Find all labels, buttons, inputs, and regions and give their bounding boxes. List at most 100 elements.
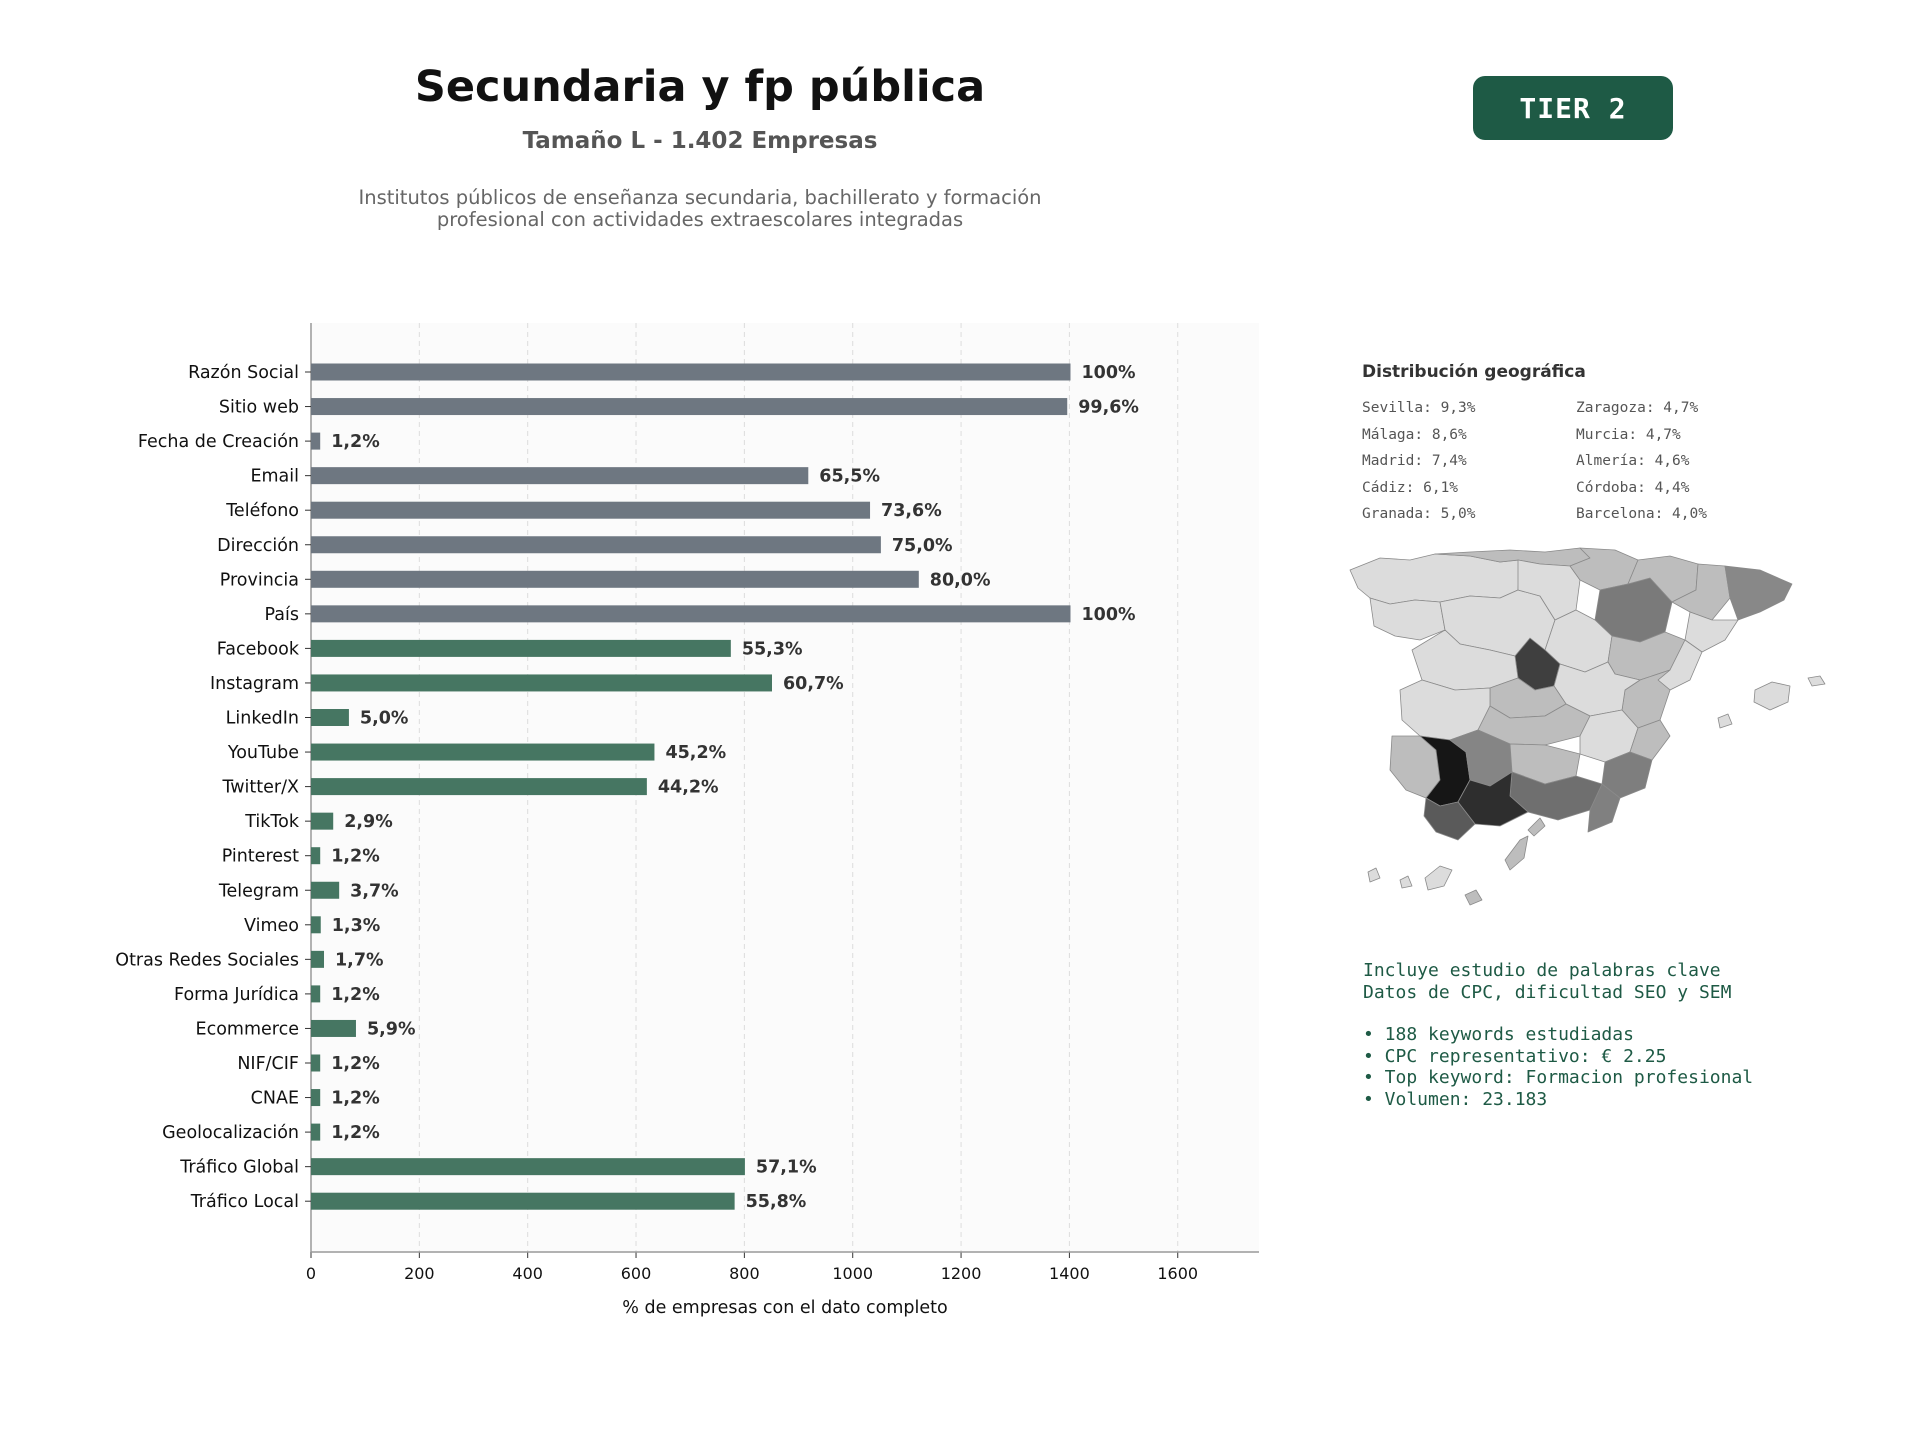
keywords-bullet: • 188 keywords estudiadas [1363, 1024, 1634, 1045]
bar [311, 1158, 745, 1176]
bar [311, 639, 731, 657]
map-region-baleares-ibiza [1717, 713, 1733, 729]
bar-value-label: 1,2% [331, 1054, 380, 1074]
bar-value-label: 1,2% [331, 1123, 380, 1143]
bar-value-label: 5,0% [360, 709, 409, 729]
map-region-northwest [1349, 553, 1521, 605]
bar [311, 1192, 735, 1210]
bar-value-label: 3,7% [350, 881, 399, 901]
map-region-galicia-inner [1369, 597, 1446, 641]
bar [311, 363, 1071, 381]
bar [311, 950, 325, 968]
bar [311, 1019, 356, 1037]
bar-value-label: 65,5% [819, 467, 880, 487]
category-label: Geolocalización [162, 1123, 299, 1143]
bar [311, 432, 321, 450]
bar-value-label: 5,9% [367, 1019, 416, 1039]
page-title: Secundaria y fp pública [414, 62, 986, 112]
bar [311, 501, 871, 519]
category-label: Telegram [218, 881, 299, 901]
geo-item: Cádiz: 6,1% [1362, 479, 1459, 496]
completeness-bar-chart: 0 200 400 600 800 1000 1200 1400 1600 Razón Socia… [115, 323, 1259, 1318]
bar [311, 1123, 321, 1141]
description-line: profesional con actividades extraescolar… [436, 208, 964, 231]
bar-value-label: 1,2% [331, 1089, 380, 1109]
category-label: Teléfono [225, 501, 299, 521]
bar [311, 812, 334, 830]
description-line: Institutos públicos de enseñanza secunda… [358, 186, 1042, 209]
geo-item: Málaga: 8,6% [1362, 426, 1467, 443]
x-tick-label: 1400 [1049, 1264, 1090, 1283]
map-region-baleares-menorca [1807, 675, 1826, 687]
bar-value-label: 45,2% [665, 743, 726, 763]
bar [311, 536, 881, 554]
geo-item: Barcelona: 4,0% [1576, 506, 1707, 522]
bar-value-label: 1,2% [331, 432, 380, 452]
keywords-bullet: • CPC representativo: € 2.25 [1363, 1045, 1667, 1067]
map-region-canarias-3 [1424, 865, 1453, 891]
bar [311, 916, 321, 934]
category-label: Forma Jurídica [174, 985, 299, 1005]
geo-distribution-title: Distribución geográfica [1362, 362, 1586, 382]
map-region-canarias-4 [1464, 889, 1483, 906]
bar [311, 1089, 321, 1107]
map-region-alicante [1629, 719, 1671, 761]
geo-item: Granada: 5,0% [1362, 506, 1476, 522]
bar-value-label: 2,9% [344, 812, 393, 832]
geo-item: Córdoba: 4,4% [1576, 479, 1690, 496]
geo-item: Zaragoza: 4,7% [1576, 400, 1699, 416]
x-tick-label: 600 [621, 1264, 652, 1283]
category-label: TikTok [244, 812, 300, 832]
bar-value-label: 100% [1081, 363, 1135, 383]
map-region-canarias-6 [1527, 817, 1546, 837]
category-label: Vimeo [244, 916, 299, 936]
x-tick-label: 800 [729, 1264, 760, 1283]
category-label: Provincia [220, 570, 299, 590]
map-region-canarias-2 [1399, 875, 1413, 889]
bar-value-label: 73,6% [881, 501, 942, 521]
bar [311, 743, 655, 761]
bar [311, 847, 321, 865]
bar-value-label: 99,6% [1078, 398, 1139, 418]
category-label: Instagram [210, 674, 299, 694]
keywords-intro-line: Incluye estudio de palabras clave [1363, 960, 1721, 981]
category-label: Tráfico Global [179, 1158, 299, 1178]
bar-value-label: 1,7% [335, 950, 384, 970]
category-label: País [265, 605, 299, 625]
bar-value-label: 55,8% [746, 1192, 807, 1212]
x-axis-title: % de empresas con el dato completo [622, 1298, 947, 1318]
map-region-canarias-5 [1504, 835, 1529, 871]
x-tick-label: 1000 [832, 1264, 873, 1283]
bar-value-label: 75,0% [892, 536, 953, 556]
bar [311, 881, 340, 899]
bar-value-label: 1,2% [331, 985, 380, 1005]
bar [311, 467, 809, 485]
geo-item: Murcia: 4,7% [1576, 426, 1681, 443]
category-label: NIF/CIF [237, 1054, 299, 1074]
bar-value-label: 1,2% [331, 847, 380, 867]
keywords-bullet: • Top keyword: Formacion profesional [1363, 1067, 1754, 1088]
bar [311, 778, 647, 796]
bar-value-label: 80,0% [930, 570, 991, 590]
category-label: Dirección [217, 536, 299, 556]
segment-description: Institutos públicos de enseñanza secunda… [290, 187, 1110, 231]
bar [311, 398, 1068, 416]
keyword-study-box: Incluye estudio de palabras clave Datos … [1363, 960, 1753, 1110]
x-tick-label: 400 [512, 1264, 543, 1283]
bar-value-label: 1,3% [332, 916, 381, 936]
bar-value-label: 60,7% [783, 674, 844, 694]
spain-province-map [1349, 547, 1826, 906]
x-tick-label: 0 [306, 1264, 316, 1283]
x-tick-label: 200 [404, 1264, 435, 1283]
keywords-intro-line: Datos de CPC, dificultad SEO y SEM [1363, 981, 1732, 1003]
bar [311, 605, 1071, 623]
category-label: Pinterest [222, 847, 299, 867]
bar-value-label: 57,1% [756, 1158, 817, 1178]
tier-badge: TIER 2 [1473, 76, 1673, 140]
map-region-barcelona [1724, 565, 1793, 621]
category-label: Sitio web [219, 398, 299, 418]
bar [311, 674, 772, 692]
bar-value-label: 55,3% [742, 639, 803, 659]
category-label: CNAE [251, 1089, 299, 1109]
category-label: Fecha de Creación [138, 432, 299, 452]
